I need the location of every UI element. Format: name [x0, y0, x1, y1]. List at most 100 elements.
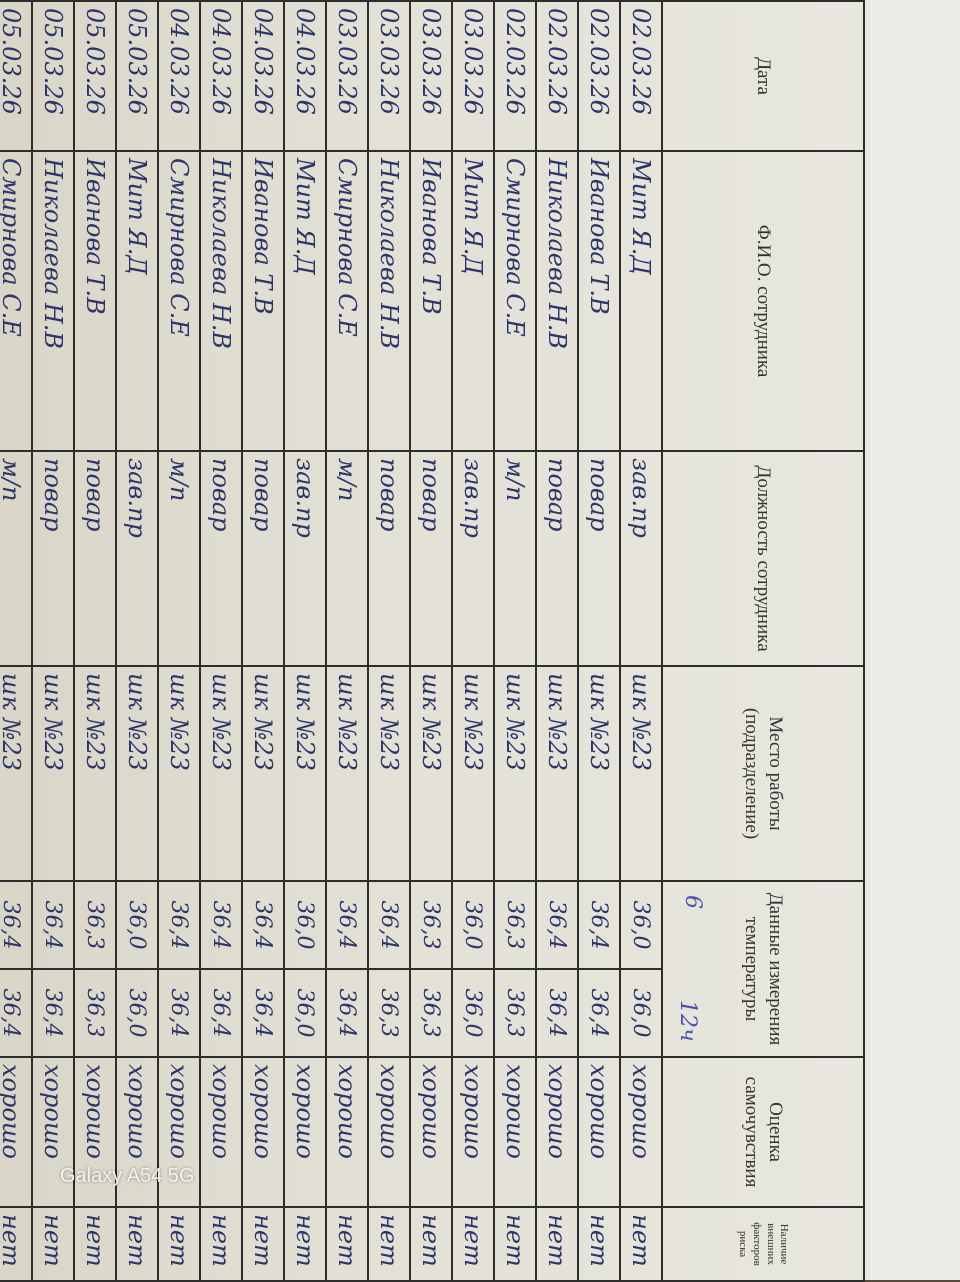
cell-position: зав.пр [452, 451, 494, 666]
cell-date: 02.03.26 [494, 1, 536, 151]
cell-date: 03.03.26 [452, 1, 494, 151]
cell-risk: нет [74, 1207, 116, 1282]
table-body: 02.03.26 Мит Я.Д зав.пр шк №23 36,0 36,0 хорош… [0, 1, 662, 1282]
cell-name: Николаева Н.В [200, 151, 242, 451]
cell-name: Мит Я.Д [620, 151, 662, 451]
cell-risk: нет [536, 1207, 578, 1282]
cell-temp-1: 36,4 [242, 881, 284, 969]
health-log-table: Дата Ф.И.О. сотрудника Должность сотрудн… [0, 1, 864, 1282]
cell-date: 02.03.26 [536, 1, 578, 151]
cell-place: шк №23 [452, 666, 494, 881]
cell-place: шк №23 [74, 666, 116, 881]
cell-risk: нет [200, 1207, 242, 1282]
cell-position: м/п [0, 451, 32, 666]
table-row: 02.03.26 Николаева Н.В повар шк №23 36,4 36,4… [536, 1, 578, 1282]
cell-risk: нет [494, 1207, 536, 1282]
cell-risk: нет [578, 1207, 620, 1282]
cell-risk: нет [620, 1207, 662, 1282]
cell-wellbeing: хорошо [410, 1057, 452, 1208]
table-row: 03.03.26 Смирнова С.Е м/п шк №23 36,4 36,4 хор… [326, 1, 368, 1282]
cell-wellbeing: хорошо [0, 1057, 32, 1208]
cell-temp-1: 36,0 [452, 881, 494, 969]
cell-place: шк №23 [410, 666, 452, 881]
cell-name: Иванова Т.В [578, 151, 620, 451]
cell-temp-2: 36,4 [0, 969, 32, 1058]
cell-place: шк №23 [494, 666, 536, 881]
cell-date: 03.03.26 [410, 1, 452, 151]
header-wellbeing: Оценка самочувствия [662, 1057, 864, 1208]
cell-place: шк №23 [368, 666, 410, 881]
cell-temp-1: 36,0 [284, 881, 326, 969]
table-row: 04.03.26 Смирнова С.Е м/п шк №23 36,4 36,4 хор… [158, 1, 200, 1282]
cell-position: повар [578, 451, 620, 666]
cell-date: 04.03.26 [284, 1, 326, 151]
cell-date: 05.03.26 [32, 1, 74, 151]
cell-position: м/п [326, 451, 368, 666]
cell-temp-2: 36,3 [74, 969, 116, 1058]
cell-temp-1: 36,3 [410, 881, 452, 969]
header-place: Место работы (подразделение) [662, 666, 864, 881]
cell-place: шк №23 [284, 666, 326, 881]
cell-temp-2: 36,4 [200, 969, 242, 1058]
cell-place: шк №23 [536, 666, 578, 881]
header-date: Дата [662, 1, 864, 151]
cell-position: м/п [494, 451, 536, 666]
cell-temp-2: 36,4 [32, 969, 74, 1058]
cell-wellbeing: хорошо [494, 1057, 536, 1208]
cell-name: Мит Я.Д [116, 151, 158, 451]
cell-temp-2: 36,3 [410, 969, 452, 1058]
cell-temp-1: 36,4 [368, 881, 410, 969]
cell-temp-1: 36,4 [32, 881, 74, 969]
cell-risk: нет [32, 1207, 74, 1282]
cell-name: Николаева Н.В [536, 151, 578, 451]
cell-name: Смирнова С.Е [0, 151, 32, 451]
cell-position: повар [368, 451, 410, 666]
cell-risk: нет [284, 1207, 326, 1282]
cell-place: шк №23 [158, 666, 200, 881]
cell-name: Иванова Т.В [242, 151, 284, 451]
cell-wellbeing: хорошо [368, 1057, 410, 1208]
cell-risk: нет [410, 1207, 452, 1282]
header-name: Ф.И.О. сотрудника [662, 151, 864, 451]
cell-temp-2: 36,4 [158, 969, 200, 1058]
cell-date: 04.03.26 [158, 1, 200, 151]
cell-name: Мит Я.Д [452, 151, 494, 451]
table-row: 02.03.26 Иванова Т.В повар шк №23 36,4 36,4 хо… [578, 1, 620, 1282]
cell-temp-1: 36,4 [0, 881, 32, 969]
cell-temp-2: 36,4 [242, 969, 284, 1058]
cell-name: Николаева Н.В [32, 151, 74, 451]
cell-wellbeing: хорошо [284, 1057, 326, 1208]
cell-date: 05.03.26 [0, 1, 32, 151]
cell-name: Смирнова С.Е [494, 151, 536, 451]
cell-risk: нет [242, 1207, 284, 1282]
cell-risk: нет [368, 1207, 410, 1282]
cell-date: 02.03.26 [620, 1, 662, 151]
cell-risk: нет [116, 1207, 158, 1282]
cell-position: повар [32, 451, 74, 666]
cell-name: Иванова Т.В [74, 151, 116, 451]
cell-wellbeing: хорошо [200, 1057, 242, 1208]
cell-temp-1: 36,0 [620, 881, 662, 969]
table-row: 04.03.26 Николаева Н.В повар шк №23 36,4 36,4… [200, 1, 242, 1282]
cell-temp-2: 36,3 [368, 969, 410, 1058]
cell-position: повар [536, 451, 578, 666]
cell-temp-1: 36,4 [578, 881, 620, 969]
cell-temp-2: 36,0 [620, 969, 662, 1058]
cell-date: 03.03.26 [326, 1, 368, 151]
cell-place: шк №23 [0, 666, 32, 881]
header-row: Дата Ф.И.О. сотрудника Должность сотрудн… [662, 1, 864, 1282]
cell-date: 03.03.26 [368, 1, 410, 151]
page-margin [870, 0, 960, 1280]
cell-name: Смирнова С.Е [158, 151, 200, 451]
cell-position: зав.пр [620, 451, 662, 666]
cell-temp-2: 36,3 [494, 969, 536, 1058]
cell-name: Смирнова С.Е [326, 151, 368, 451]
cell-place: шк №23 [326, 666, 368, 881]
cell-place: шк №23 [32, 666, 74, 881]
cell-name: Мит Я.Д [284, 151, 326, 451]
cell-position: зав.пр [284, 451, 326, 666]
table-row: 02.03.26 Мит Я.Д зав.пр шк №23 36,0 36,0 хорош… [620, 1, 662, 1282]
header-risk-factors: Наличие внешних факторов риска [662, 1207, 864, 1282]
cell-place: шк №23 [242, 666, 284, 881]
